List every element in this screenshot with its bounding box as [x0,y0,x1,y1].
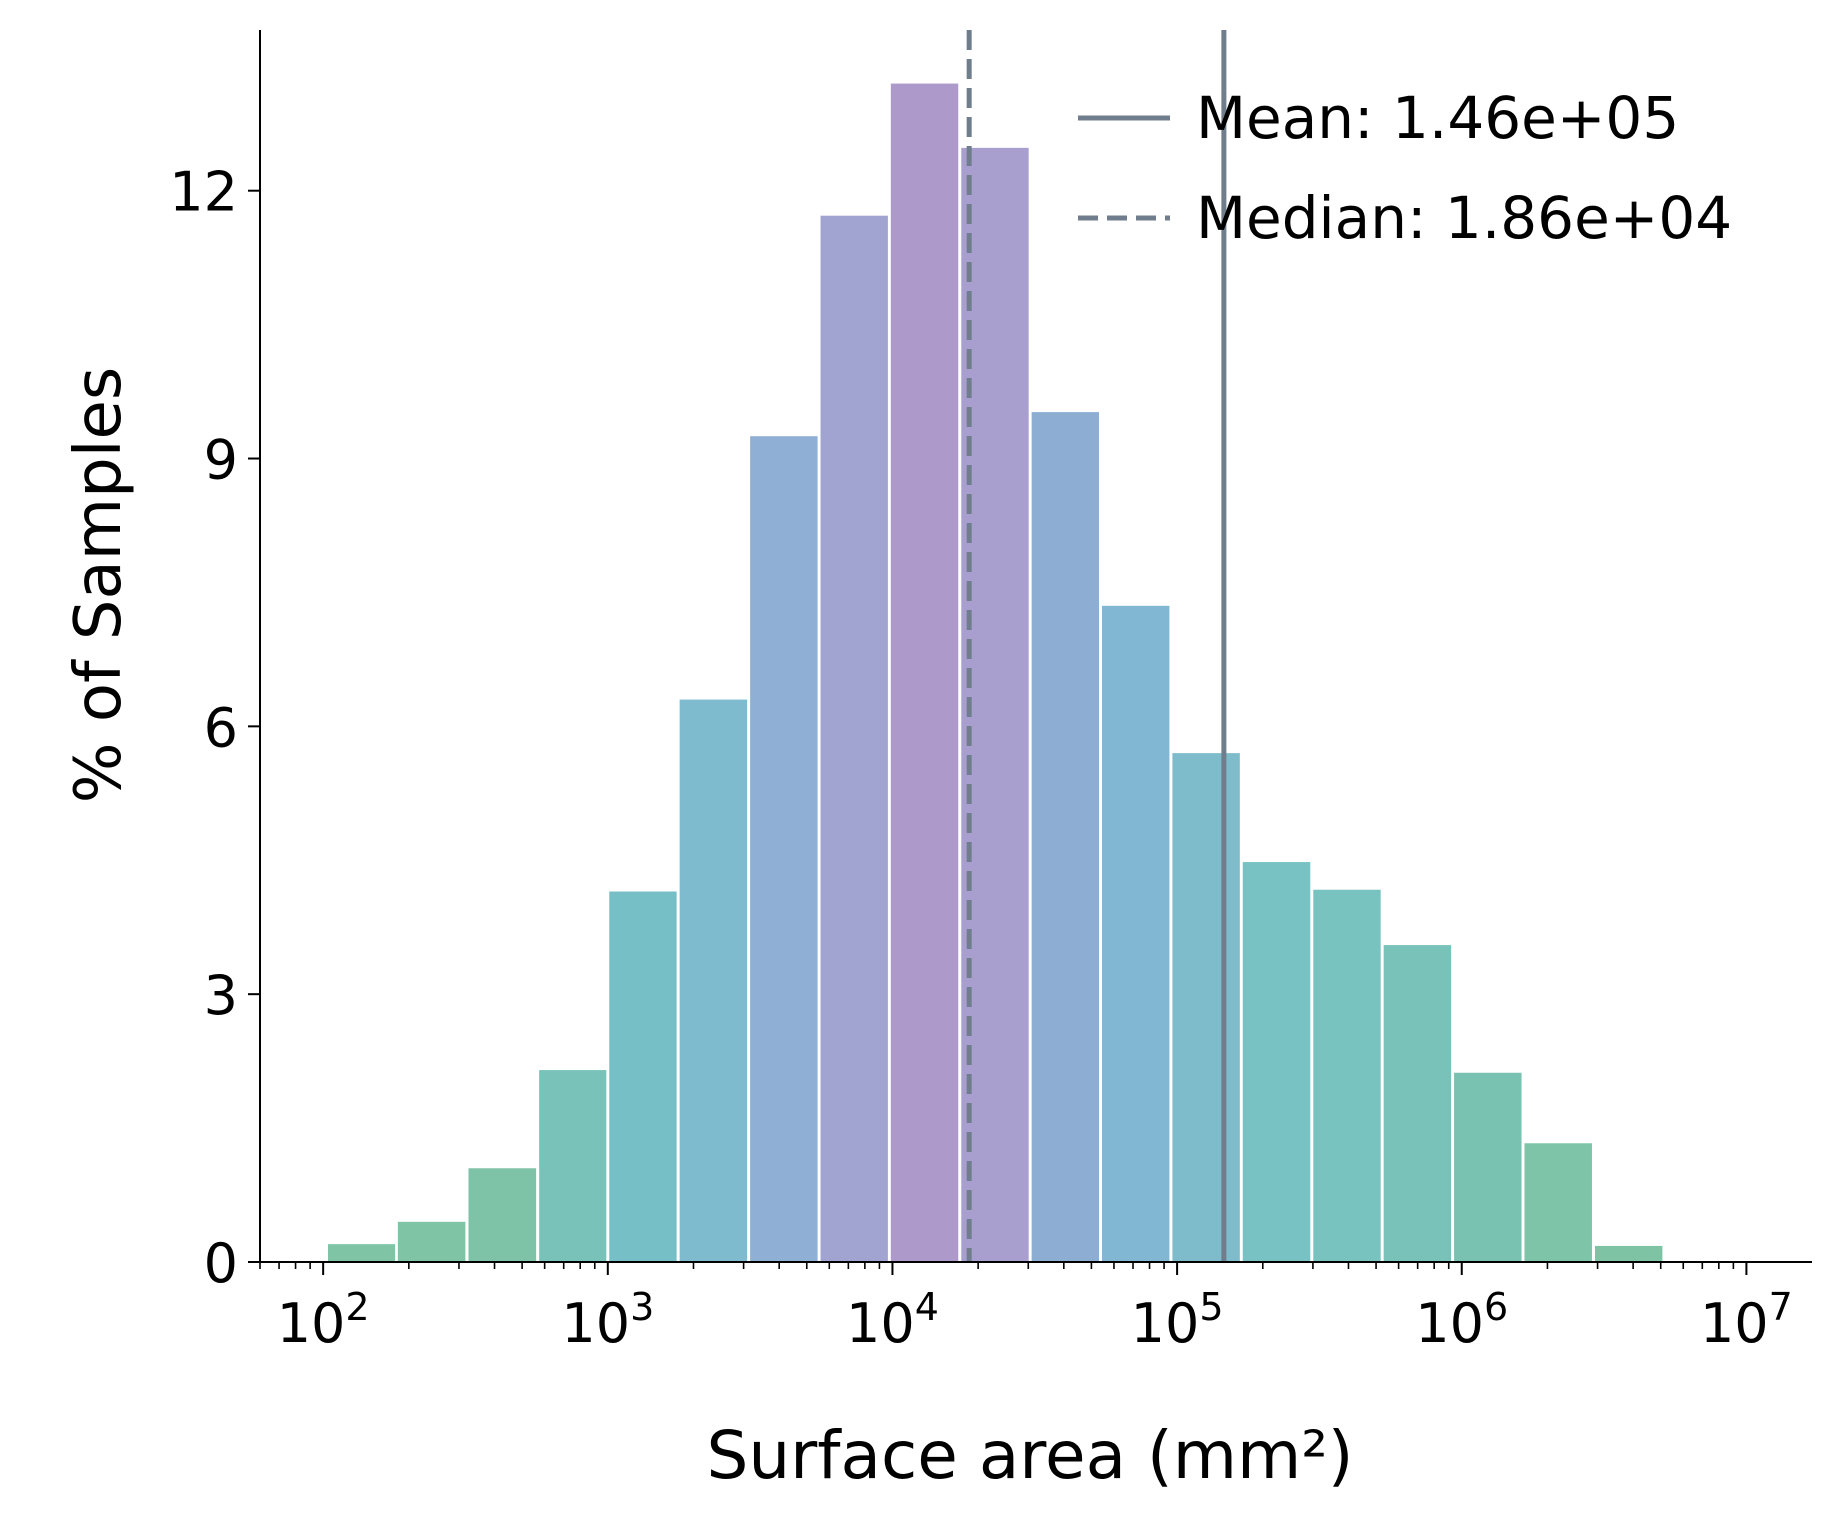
histogram-bar-17 [1454,1072,1522,1262]
histogram-bar-4 [539,1070,607,1262]
y-tick-label: 9 [204,429,238,492]
bars-group [327,83,1663,1263]
histogram-bar-8 [820,215,888,1262]
y-tick-label: 12 [169,161,238,224]
y-tick-label: 6 [204,696,238,759]
histogram-bar-19 [1594,1245,1663,1262]
histogram-bar-1 [327,1244,396,1262]
y-tick-label: 0 [204,1232,238,1295]
histogram-bar-13 [1172,753,1240,1262]
legend-median-label: Median: 1.86e+04 [1196,184,1732,252]
histogram-bar-18 [1524,1143,1592,1262]
histogram-bar-2 [397,1221,466,1262]
x-axis-ticks: 102 103 104 105 106 107 [277,1262,1793,1355]
histogram-bar-9 [890,83,959,1263]
y-tick-label: 3 [204,964,238,1027]
x-axis-minor-ticks [259,1262,1735,1269]
x-tick-label: 104 [846,1285,939,1355]
histogram-bar-14 [1242,862,1311,1262]
reference-lines-group [966,30,1227,1262]
legend-mean-label: Mean: 1.46e+05 [1196,84,1679,152]
legend: Mean: 1.46e+05 Median: 1.86e+04 [1078,84,1732,252]
x-tick-label: 105 [1131,1285,1224,1355]
histogram-bar-10 [961,147,1029,1262]
y-axis-ticks: 0 3 6 9 12 [169,161,260,1295]
histogram-bar-12 [1101,605,1170,1262]
x-tick-label: 107 [1700,1285,1793,1355]
x-tick-label: 106 [1415,1285,1508,1355]
histogram-bar-16 [1383,945,1452,1262]
histogram-bar-7 [750,436,818,1263]
histogram-bar-3 [468,1168,537,1262]
histogram-bar-15 [1313,889,1381,1262]
y-axis-label: % of Samples [62,367,136,804]
histogram-bar-11 [1031,412,1100,1263]
x-tick-label: 102 [277,1285,370,1355]
x-tick-label: 103 [561,1285,654,1355]
x-axis-label: Surface area (mm²) [706,1417,1353,1494]
histogram-bar-6 [679,699,748,1262]
histogram-bar-5 [609,891,677,1262]
